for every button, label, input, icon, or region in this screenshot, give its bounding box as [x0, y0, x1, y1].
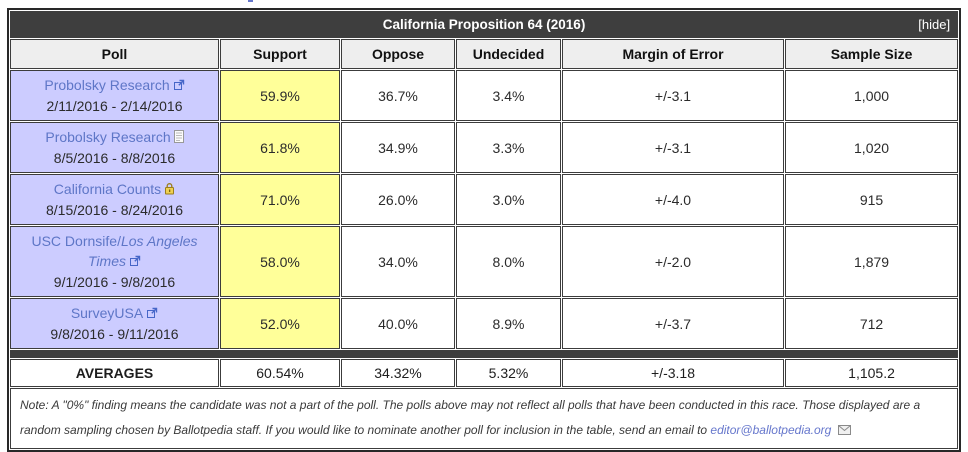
- oppose-cell: 40.0%: [341, 298, 455, 349]
- table-row: Probolsky Research 8/5/2016 - 8/8/2016 6…: [10, 122, 959, 173]
- table-title-bar: California Proposition 64 (2016) [hide]: [10, 11, 959, 38]
- poll-cell: Probolsky Research 8/5/2016 - 8/8/2016: [10, 122, 219, 173]
- oppose-cell: 26.0%: [341, 174, 455, 225]
- undecided-cell: 3.0%: [456, 174, 561, 225]
- column-header-sample-size: Sample Size: [785, 39, 959, 69]
- sample-size-cell: 1,020: [785, 122, 959, 173]
- poll-name: SurveyUSA: [70, 305, 144, 321]
- poll-cell: California Counts 8/15/2016 - 8/24/2016: [10, 174, 219, 225]
- oppose-cell: 36.7%: [341, 70, 455, 121]
- note-row: Note: A "0%" finding means the candidate…: [10, 388, 959, 449]
- poll-cell: Probolsky Research 2/11/2016 - 2/14/2016: [10, 70, 219, 121]
- separator-row: [10, 350, 959, 358]
- column-header-poll: Poll: [10, 39, 219, 69]
- table-title: California Proposition 64 (2016): [382, 17, 586, 32]
- poll-name: USC Dornsife/: [31, 233, 121, 249]
- note-text: Note: A "0%" finding means the candidate…: [20, 398, 921, 437]
- table-title-row: California Proposition 64 (2016) [hide]: [10, 11, 959, 38]
- averages-sample-size: 1,105.2: [785, 359, 959, 387]
- lock-icon: [164, 180, 175, 200]
- support-cell: 58.0%: [220, 226, 340, 297]
- undecided-cell: 3.4%: [456, 70, 561, 121]
- cropped-text-fragment: [248, 0, 253, 2]
- support-cell: 61.8%: [220, 122, 340, 173]
- column-header-margin-of-error: Margin of Error: [562, 39, 784, 69]
- poll-link[interactable]: Probolsky Research: [44, 77, 184, 93]
- poll-dates: 8/15/2016 - 8/24/2016: [45, 202, 183, 218]
- margin-of-error-cell: +/-3.1: [562, 122, 784, 173]
- document-icon: [173, 128, 184, 148]
- external-link-icon: [173, 76, 185, 96]
- support-cell: 71.0%: [220, 174, 340, 225]
- poll-dates: 9/8/2016 - 9/11/2016: [50, 326, 179, 342]
- margin-of-error-cell: +/-3.7: [562, 298, 784, 349]
- margin-of-error-cell: +/-4.0: [562, 174, 784, 225]
- column-header-support: Support: [220, 39, 340, 69]
- poll-link[interactable]: Probolsky Research: [45, 128, 184, 148]
- table-row: Probolsky Research 2/11/2016 - 2/14/2016…: [10, 70, 959, 121]
- external-link-icon: [129, 252, 141, 272]
- averages-row: AVERAGES 60.54% 34.32% 5.32% +/-3.18 1,1…: [10, 359, 959, 387]
- polls-table: California Proposition 64 (2016) [hide] …: [7, 8, 962, 452]
- undecided-cell: 3.3%: [456, 122, 561, 173]
- margin-of-error-cell: +/-3.1: [562, 70, 784, 121]
- averages-oppose: 34.32%: [341, 359, 455, 387]
- poll-dates: 8/5/2016 - 8/8/2016: [53, 150, 176, 166]
- column-header-row: Poll Support Oppose Undecided Margin of …: [10, 39, 959, 69]
- oppose-cell: 34.0%: [341, 226, 455, 297]
- table-row: SurveyUSA 9/8/2016 - 9/11/2016 52.0% 40.…: [10, 298, 959, 349]
- table-row: California Counts 8/15/2016 - 8/24/2016 …: [10, 174, 959, 225]
- averages-margin-of-error: +/-3.18: [562, 359, 784, 387]
- column-header-undecided: Undecided: [456, 39, 561, 69]
- oppose-cell: 34.9%: [341, 122, 455, 173]
- poll-dates: 9/1/2016 - 9/8/2016: [53, 274, 176, 290]
- sample-size-cell: 1,879: [785, 226, 959, 297]
- separator-bar: [10, 350, 959, 358]
- note-cell: Note: A "0%" finding means the candidate…: [10, 388, 959, 449]
- averages-support: 60.54%: [220, 359, 340, 387]
- undecided-cell: 8.0%: [456, 226, 561, 297]
- poll-dates: 2/11/2016 - 2/14/2016: [46, 98, 183, 114]
- poll-cell: USC Dornsife/Los Angeles Times 9/1/2016 …: [10, 226, 219, 297]
- averages-undecided: 5.32%: [456, 359, 561, 387]
- poll-name: Probolsky Research: [45, 129, 171, 145]
- sample-size-cell: 915: [785, 174, 959, 225]
- hide-link[interactable]: [hide]: [918, 17, 951, 32]
- editor-email-link[interactable]: editor@ballotpedia.org: [710, 423, 832, 437]
- external-link-icon: [146, 304, 158, 324]
- support-cell: 52.0%: [220, 298, 340, 349]
- poll-name: California Counts: [53, 181, 162, 197]
- margin-of-error-cell: +/-2.0: [562, 226, 784, 297]
- mail-icon: [837, 419, 851, 444]
- poll-name: Probolsky Research: [44, 77, 170, 93]
- support-cell: 59.9%: [220, 70, 340, 121]
- sample-size-cell: 712: [785, 298, 959, 349]
- poll-name-italic: Los Angeles Times: [88, 233, 198, 269]
- poll-link[interactable]: USC Dornsife/Los Angeles Times: [31, 233, 197, 269]
- poll-link[interactable]: SurveyUSA: [71, 305, 158, 321]
- undecided-cell: 8.9%: [456, 298, 561, 349]
- table-row: USC Dornsife/Los Angeles Times 9/1/2016 …: [10, 226, 959, 297]
- poll-link[interactable]: California Counts: [54, 181, 175, 197]
- averages-label: AVERAGES: [10, 359, 219, 387]
- sample-size-cell: 1,000: [785, 70, 959, 121]
- poll-cell: SurveyUSA 9/8/2016 - 9/11/2016: [10, 298, 219, 349]
- column-header-oppose: Oppose: [341, 39, 455, 69]
